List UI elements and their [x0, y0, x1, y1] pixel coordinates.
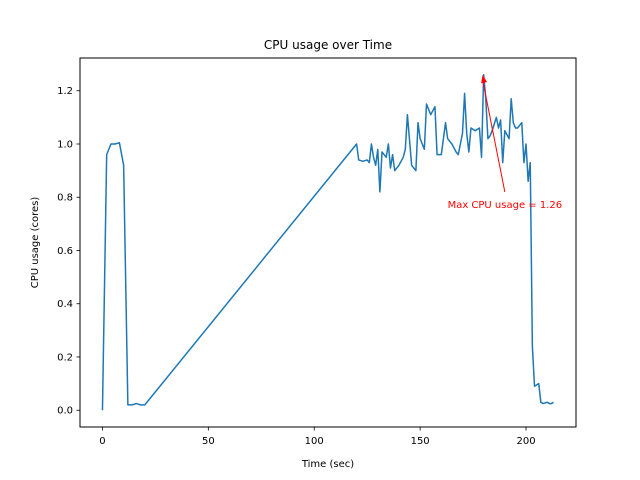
y-tick-label: 1.0 [57, 139, 73, 150]
y-axis-title: CPU usage (cores) [30, 197, 41, 289]
x-tick-label: 50 [202, 436, 215, 447]
axes-frame [79, 57, 577, 428]
x-tick-label: 100 [305, 436, 324, 447]
annotation-arrow [482, 79, 506, 193]
y-tick-label: 0.6 [57, 246, 73, 257]
y-tick-label: 0.4 [57, 299, 73, 310]
x-axis-ticks: 0 50 100 150 200 [99, 427, 536, 447]
chart-title: CPU usage over Time [264, 38, 392, 52]
x-tick-label: 0 [99, 436, 105, 447]
y-tick-label: 1.2 [57, 86, 73, 97]
y-axis-ticks: 0.0 0.2 0.4 0.6 0.8 1.0 1.2 [57, 86, 80, 417]
y-tick-label: 0.2 [57, 352, 73, 363]
y-tick-label: 0.8 [57, 193, 73, 204]
annotation-arrowhead [481, 74, 488, 84]
x-axis-title: Time (sec) [301, 459, 354, 470]
annotation-text: Max CPU usage = 1.26 [448, 200, 563, 211]
annotation: Max CPU usage = 1.26 [448, 74, 563, 211]
y-tick-label: 0.0 [57, 406, 73, 417]
plot-area [101, 74, 554, 411]
x-tick-label: 150 [411, 436, 430, 447]
x-tick-label: 200 [516, 436, 535, 447]
series-line-0 [101, 74, 554, 411]
